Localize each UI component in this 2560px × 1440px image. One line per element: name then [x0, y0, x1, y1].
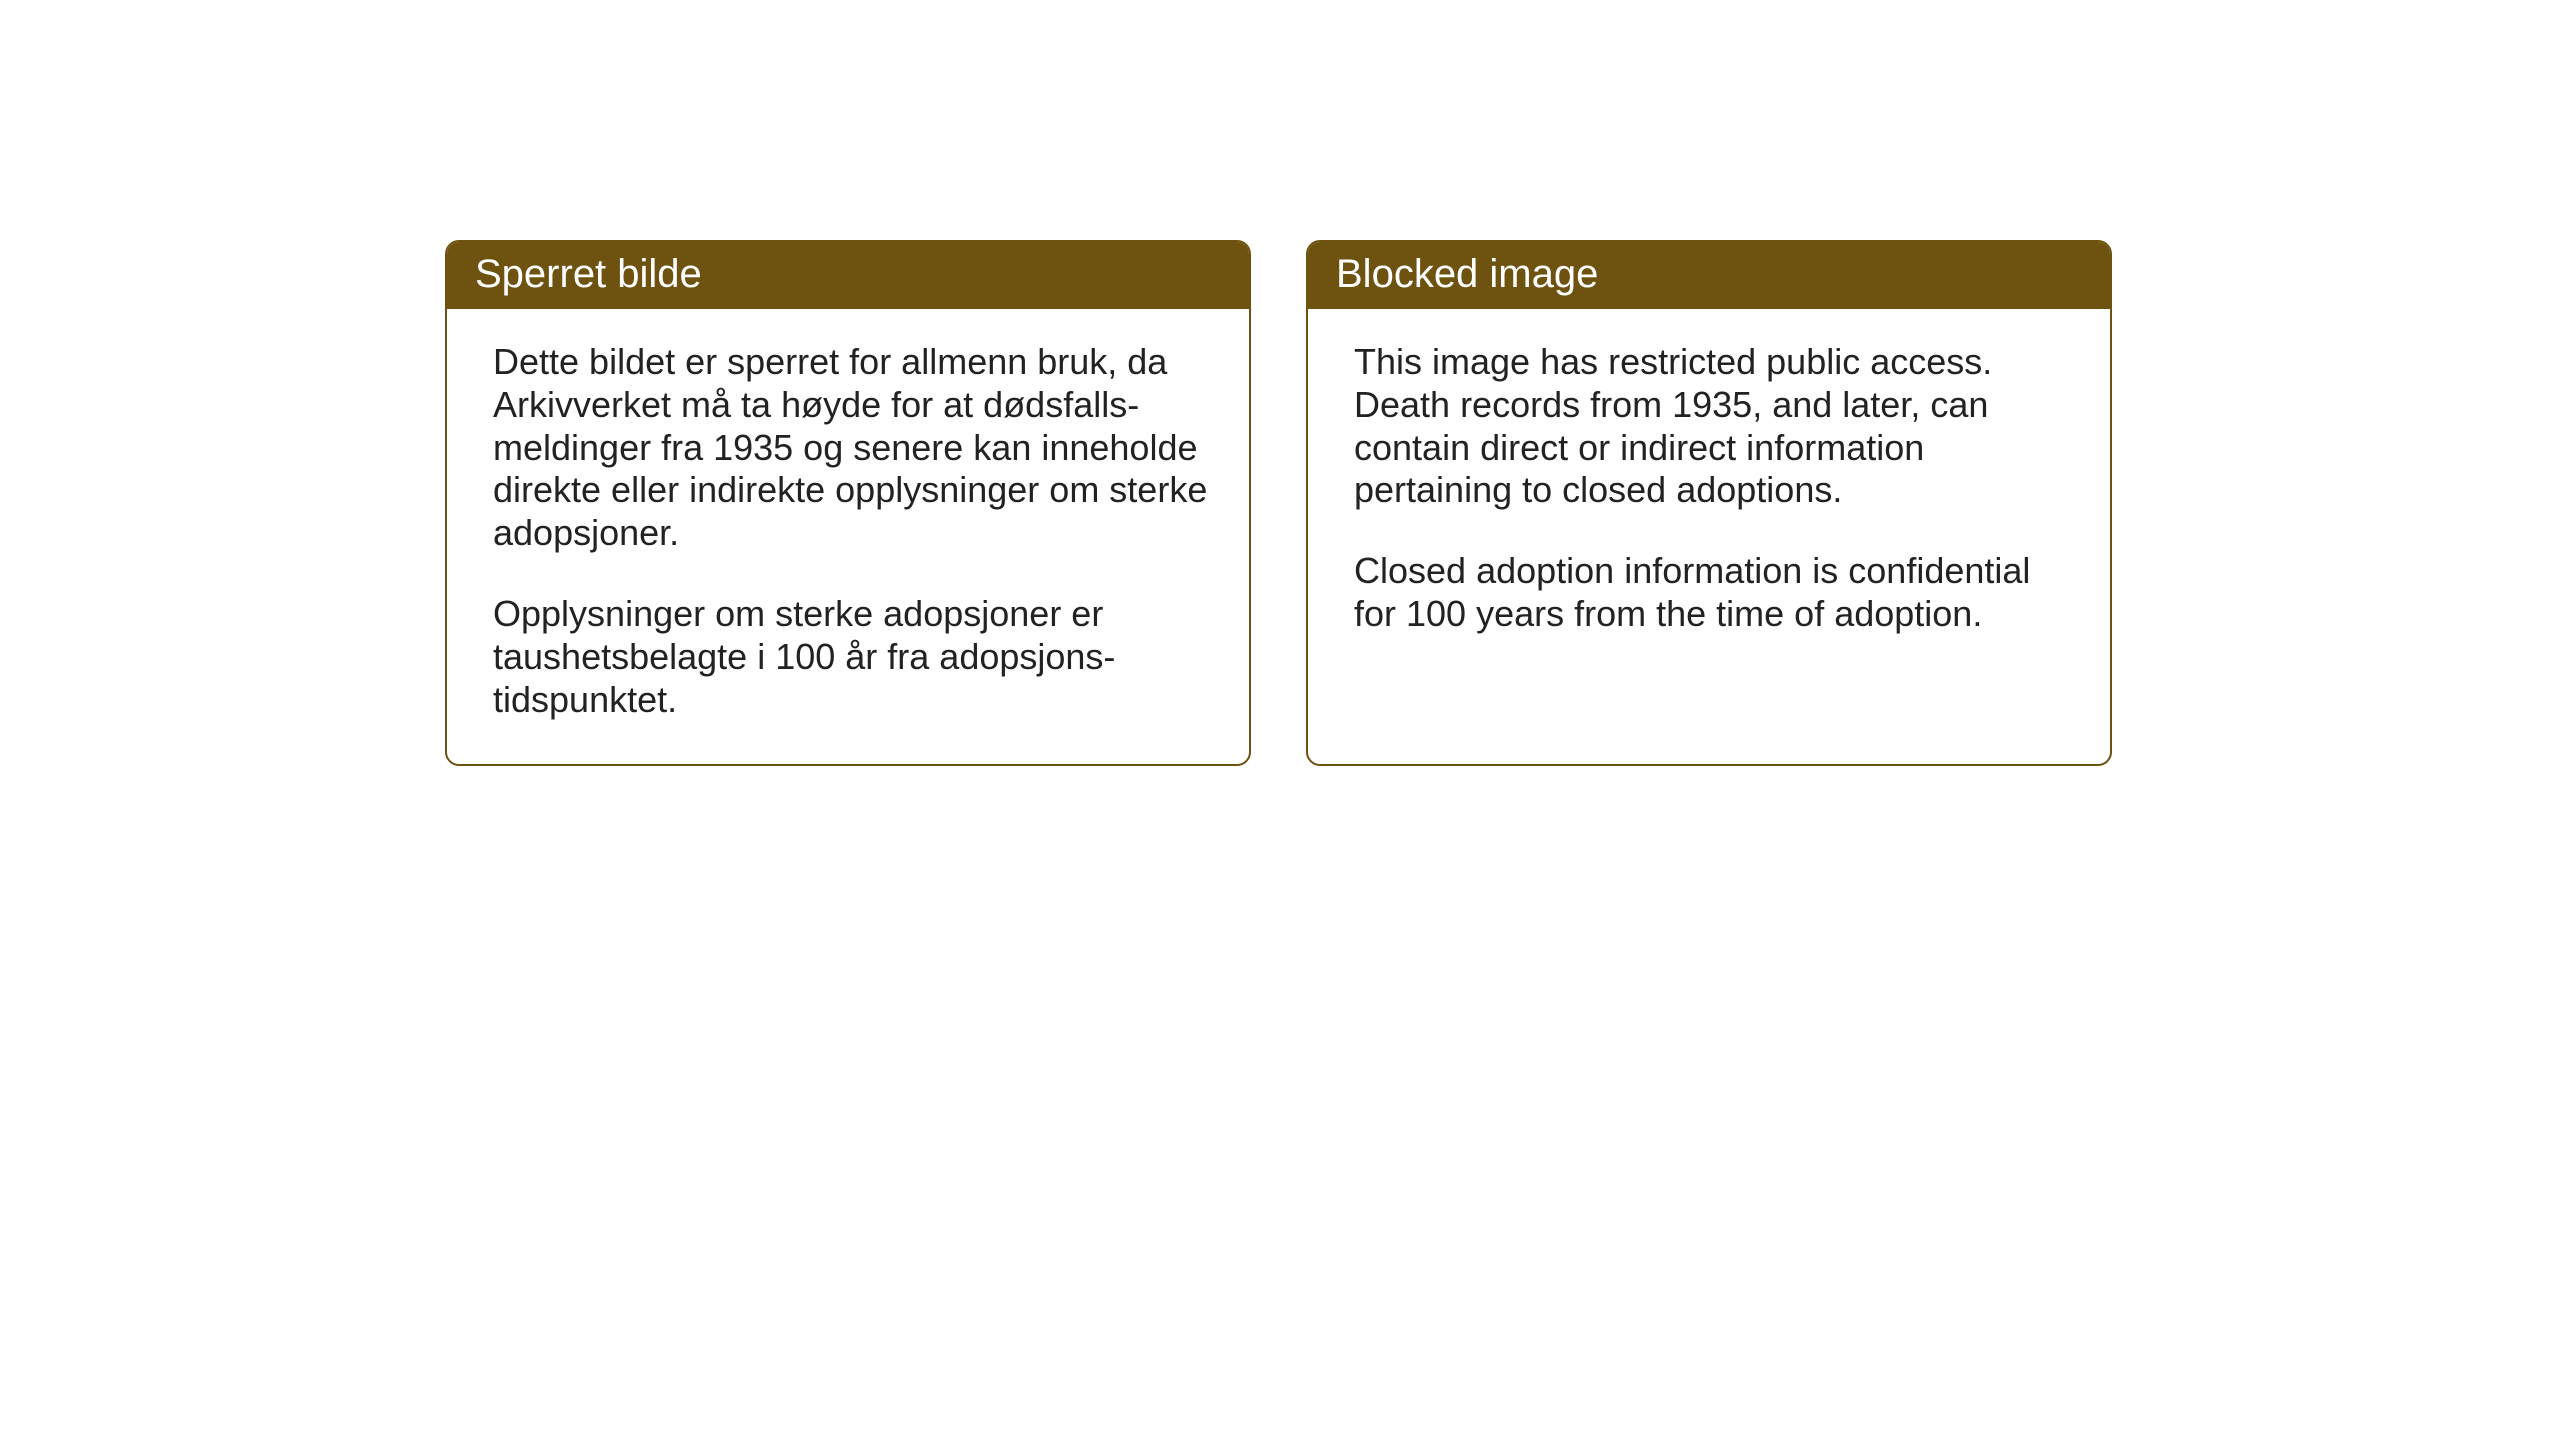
notice-card-norwegian: Sperret bilde Dette bildet er sperret fo…: [445, 240, 1251, 766]
notice-header-norwegian: Sperret bilde: [447, 242, 1249, 309]
notice-paragraph: Closed adoption information is confident…: [1354, 550, 2070, 636]
notice-container: Sperret bilde Dette bildet er sperret fo…: [0, 0, 2560, 766]
notice-card-english: Blocked image This image has restricted …: [1306, 240, 2112, 766]
notice-body-norwegian: Dette bildet er sperret for allmenn bruk…: [447, 309, 1249, 764]
notice-header-english: Blocked image: [1308, 242, 2110, 309]
notice-body-english: This image has restricted public access.…: [1308, 309, 2110, 678]
notice-paragraph: This image has restricted public access.…: [1354, 341, 2070, 512]
notice-paragraph: Opplysninger om sterke adopsjoner er tau…: [493, 593, 1209, 721]
notice-paragraph: Dette bildet er sperret for allmenn bruk…: [493, 341, 1209, 555]
